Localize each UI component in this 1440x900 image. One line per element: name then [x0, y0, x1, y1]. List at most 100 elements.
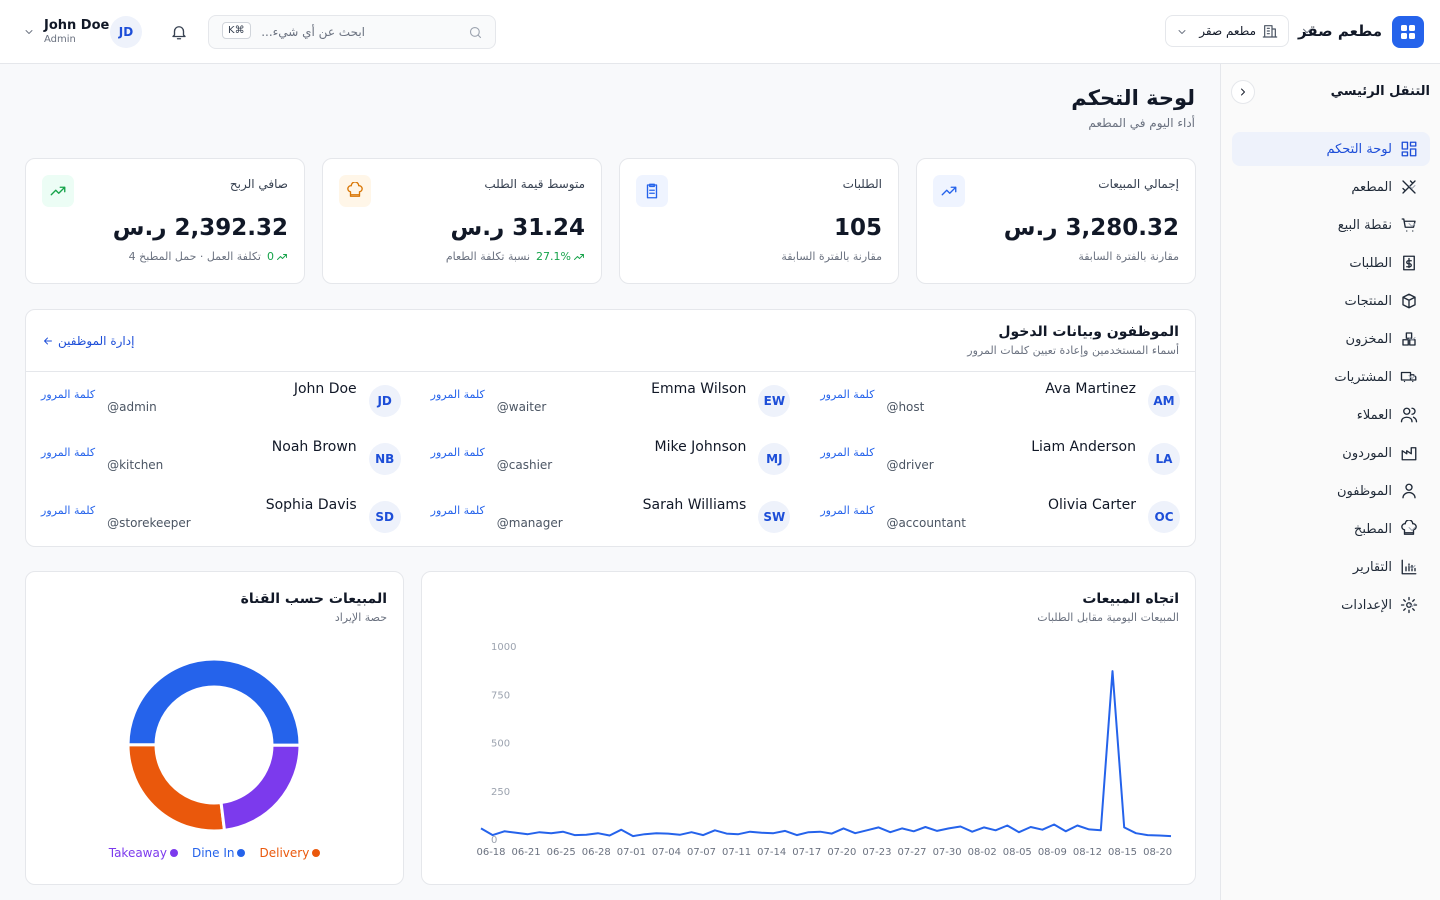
icon-path	[1403, 255, 1415, 271]
staff-name: Sophia Davis	[265, 497, 357, 513]
nav-label: المطعم	[1351, 179, 1392, 195]
user-avatar[interactable]: JD	[110, 16, 142, 48]
icon-path	[1408, 185, 1416, 189]
nav-label: المطبخ	[1353, 521, 1392, 537]
nav-item[interactable]: المخزون	[1232, 322, 1430, 356]
chevron	[1408, 185, 1416, 189]
nav-label: العملاء	[1356, 407, 1392, 423]
nav-label: نقطة البيع	[1337, 217, 1392, 233]
x-tick-label: 07-07	[687, 847, 716, 858]
reset-password[interactable]: كلمة المرور	[430, 387, 485, 401]
nav-item[interactable]: العملاء	[1232, 398, 1430, 432]
nav-label: المشتريات	[1334, 369, 1392, 385]
pie-slice	[219, 743, 302, 833]
chevron	[1408, 337, 1416, 341]
reset-password[interactable]: كلمة المرور	[820, 387, 875, 401]
kpi-card: الطلبات 105 مقارنة بالفترة السابقة	[619, 158, 899, 284]
nav-item[interactable]: لوحة التحكم	[1232, 132, 1430, 166]
nav-item[interactable]: الموظفون	[1232, 474, 1430, 508]
line-chart-card: اتجاه المبيعات المبيعات اليومية مقابل ال…	[421, 571, 1196, 885]
staff-row: NB Noah Brown @kitchen كلمة المرور	[26, 430, 416, 488]
staff-row: OC Olivia Carter @accountant كلمة المرور	[805, 488, 1195, 546]
nav-item[interactable]: المنتجات	[1232, 284, 1430, 318]
reset-password[interactable]: كلمة المرور	[820, 445, 875, 459]
page-subtitle: أداء اليوم في المطعم	[1088, 116, 1195, 130]
nav-item[interactable]: التقارير	[1232, 550, 1430, 584]
nav-item[interactable]: الموردون	[1232, 436, 1430, 470]
nav-icon	[1402, 293, 1416, 309]
icon-path	[1401, 218, 1416, 232]
nav-icon	[1400, 407, 1418, 423]
nav-item[interactable]: نقطة البيع	[1232, 208, 1430, 242]
staff-avatar: JD	[368, 385, 401, 417]
staff-card: الموظفون وبيانات الدخول أسماء المستخدمين…	[25, 309, 1196, 547]
chevron	[1178, 30, 1186, 34]
staff-row: SW Sarah Williams @manager كلمة المرور	[416, 488, 806, 546]
icon-path	[1408, 337, 1416, 341]
kpi-card: صافي الربح 2,392.32 ر.س 0 تكلفة العمل · ح…	[25, 158, 305, 284]
staff-username: @admin	[107, 400, 157, 414]
divider	[26, 371, 1195, 372]
staff-info: Sophia Davis @storekeeper	[107, 497, 357, 537]
nav-icon	[1401, 559, 1417, 575]
logo-icon	[1401, 25, 1415, 39]
reset-password[interactable]: كلمة المرور	[820, 503, 875, 517]
branch-select[interactable]: مطعم صقر	[1165, 15, 1289, 47]
y-tick-label: 0	[491, 835, 497, 846]
icon-path	[1401, 520, 1417, 535]
kpi-value: 105	[833, 215, 882, 241]
staff-name: Liam Anderson	[1031, 439, 1136, 455]
x-tick-label: 08-12	[1073, 847, 1102, 858]
kpi-icon	[933, 175, 965, 207]
nav-icon	[1402, 483, 1416, 499]
reset-password[interactable]: كلمة المرور	[430, 445, 485, 459]
nav-label: الموظفون	[1337, 483, 1392, 499]
bell-icon[interactable]	[170, 23, 188, 41]
staff-grid: AM Ava Martinez @host كلمة المرور EW Emma Wil…	[26, 372, 1195, 546]
chart-title: اتجاه المبيعات	[1082, 591, 1179, 607]
nav-item[interactable]: المطعم	[1232, 170, 1430, 204]
reset-password[interactable]: كلمة المرور	[41, 445, 96, 459]
collapse-button[interactable]	[1231, 80, 1255, 104]
icon-path	[1400, 596, 1418, 614]
pie-slice	[126, 743, 227, 833]
nav-label: لوحة التحكم	[1326, 141, 1392, 157]
reset-password[interactable]: كلمة المرور	[430, 503, 485, 517]
nav-icon	[1400, 596, 1418, 614]
chevron[interactable]	[23, 26, 35, 38]
staff-info: John Doe @admin	[107, 381, 357, 421]
icon-path	[1401, 447, 1417, 461]
kpi-label: متوسط قيمة الطلب	[484, 177, 585, 191]
staff-name: Olivia Carter	[1048, 497, 1136, 513]
manage-link[interactable]: إدارة الموظفين	[42, 334, 134, 348]
legend-swatch	[312, 849, 321, 857]
nav-item[interactable]: المشتريات	[1232, 360, 1430, 394]
reset-password[interactable]: كلمة المرور	[41, 503, 96, 517]
staff-name: Sarah Williams	[642, 497, 747, 513]
icon-path	[1408, 375, 1416, 379]
page-title: لوحة التحكم	[1071, 86, 1195, 110]
staff-username: @host	[886, 400, 925, 414]
reset-password[interactable]: كلمة المرور	[41, 387, 96, 401]
staff-name: Mike Johnson	[654, 439, 747, 455]
icon-path	[1402, 293, 1416, 309]
nav-item[interactable]: الإعدادات	[1232, 588, 1430, 622]
nav-item[interactable]: الطلبات	[1232, 246, 1430, 280]
search-box[interactable]: ابحث عن أي شيء... ⌘K	[208, 15, 496, 49]
logo[interactable]	[1392, 16, 1424, 48]
manage-link-text: إدارة الموظفين	[58, 334, 135, 348]
staff-avatar: NB	[368, 443, 401, 475]
pie-chart	[126, 657, 302, 833]
brand[interactable]: مطعم صقر	[1298, 22, 1382, 40]
nav-item[interactable]: المطبخ	[1232, 512, 1430, 546]
chart-title: المبيعات حسب القناة	[240, 591, 387, 607]
legend: Delivery Dine In Takeaway	[26, 846, 403, 860]
x-tick-label: 07-23	[862, 847, 891, 858]
x-tick-label: 06-18	[476, 847, 505, 858]
nav-label: الطلبات	[1349, 255, 1392, 271]
icon-path	[1400, 371, 1417, 383]
x-tick-label: 08-09	[1038, 847, 1067, 858]
icon-path	[1401, 141, 1417, 157]
icon-path	[1401, 559, 1417, 575]
top-bar: مطعم صقر مطعم صقر ابحث عن أي شيء... ⌘K J…	[0, 0, 1440, 64]
